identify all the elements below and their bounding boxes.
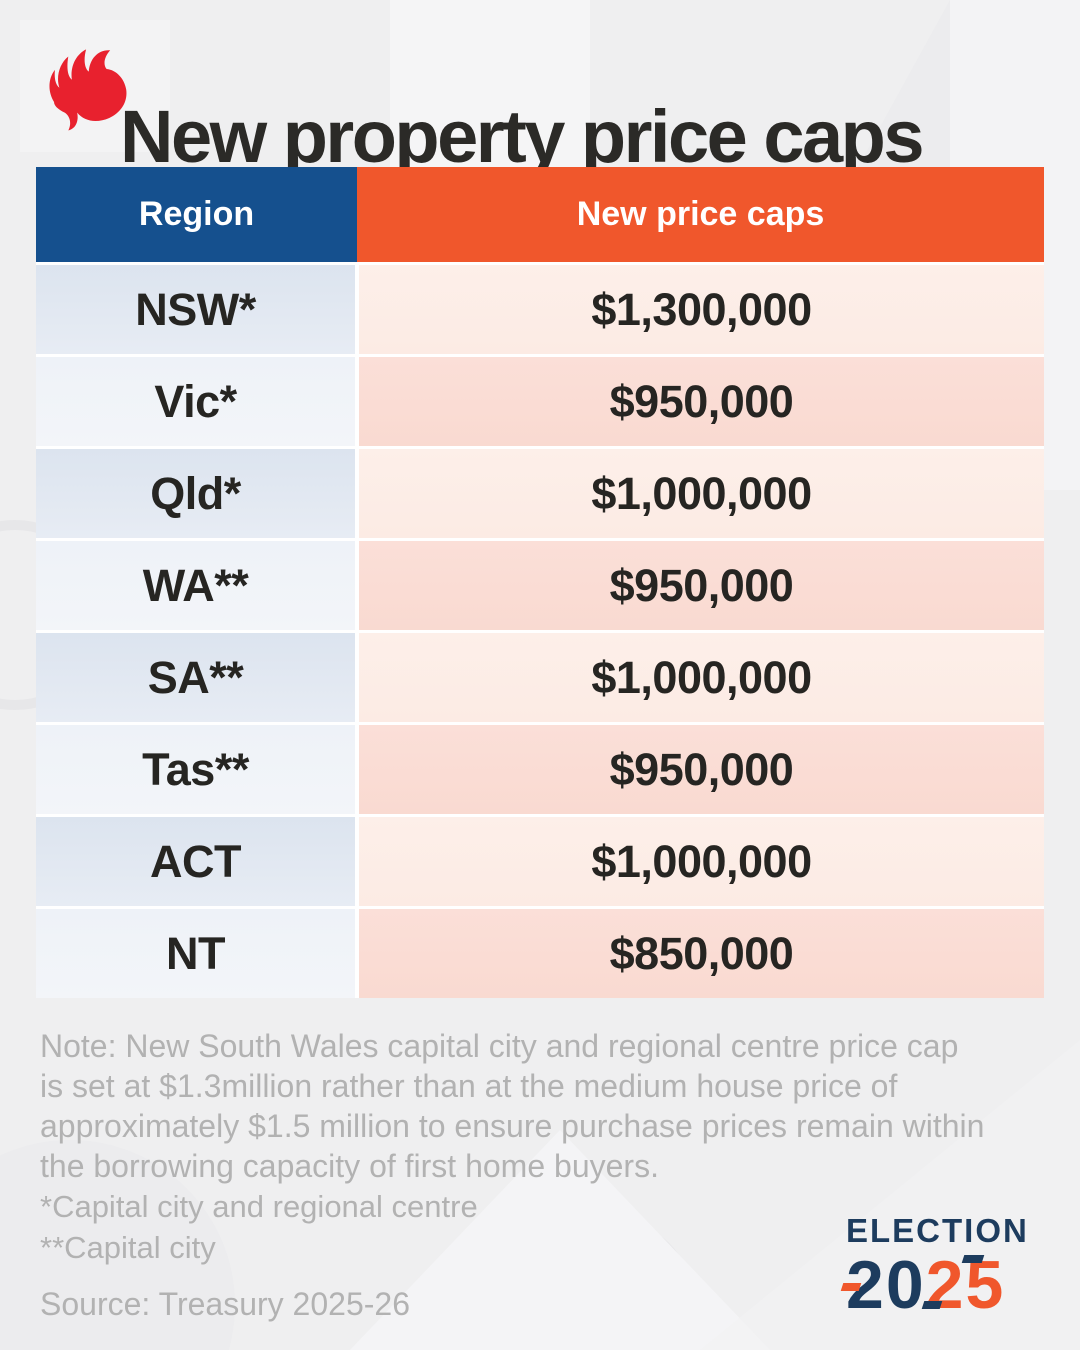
- note-text: is set at $1.3million rather than at the…: [40, 1068, 898, 1104]
- price-cell: $1,300,000: [359, 265, 1044, 354]
- region-cell: Vic*: [36, 357, 355, 446]
- digit-accent: [840, 1282, 862, 1291]
- source-attribution: Source: Treasury 2025-26: [40, 1286, 410, 1322]
- region-cell: SA**: [36, 633, 355, 722]
- table-row: WA** $950,000: [36, 541, 1044, 630]
- election-logo-year: 2 0 2 5: [840, 1247, 1046, 1323]
- region-cell: WA**: [36, 541, 355, 630]
- footnote-capital-city-regional: *Capital city and regional centre: [40, 1189, 478, 1224]
- price-cell: $1,000,000: [359, 817, 1044, 906]
- election-digit: 2: [921, 1250, 963, 1320]
- table-row: ACT $1,000,000: [36, 817, 1044, 906]
- region-cell: NT: [36, 909, 355, 998]
- note-text: Note: New South Wales capital city and r…: [40, 1028, 959, 1064]
- region-cell: NSW*: [36, 265, 355, 354]
- table-row: NT $850,000: [36, 909, 1044, 998]
- table-header-row: Region New price caps: [36, 167, 1044, 262]
- table-row: NSW* $1,300,000: [36, 265, 1044, 354]
- footnotes-block: Note: New South Wales capital city and r…: [40, 1026, 1050, 1324]
- table-row: Vic* $950,000: [36, 357, 1044, 446]
- price-cell: $950,000: [359, 541, 1044, 630]
- page-title: New property price caps: [120, 95, 925, 179]
- price-caps-table: Region New price caps NSW* $1,300,000 Vi…: [36, 167, 1044, 998]
- column-header-price: New price caps: [357, 167, 1044, 262]
- table-row: Qld* $1,000,000: [36, 449, 1044, 538]
- price-cell: $1,000,000: [359, 633, 1044, 722]
- digit-accent: [921, 1300, 942, 1309]
- price-cell: $850,000: [359, 909, 1044, 998]
- election-digit: 0: [885, 1247, 924, 1323]
- note-text: the borrowing capacity of first home buy…: [40, 1148, 659, 1184]
- table-row: SA** $1,000,000: [36, 633, 1044, 722]
- price-cell: $950,000: [359, 357, 1044, 446]
- election-digit: 2: [840, 1250, 884, 1320]
- table-body: NSW* $1,300,000 Vic* $950,000 Qld* $1,00…: [36, 265, 1044, 998]
- footnote-capital-city: **Capital city: [40, 1230, 216, 1265]
- note-text: approximately $1.5 million to ensure pur…: [40, 1108, 985, 1144]
- table-row: Tas** $950,000: [36, 725, 1044, 814]
- election-digit: 5: [962, 1250, 1003, 1320]
- digit-accent: [962, 1254, 985, 1263]
- region-cell: ACT: [36, 817, 355, 906]
- region-cell: Qld*: [36, 449, 355, 538]
- sbs-logo-icon: [49, 49, 127, 131]
- election-logo-word: ELECTION: [846, 1212, 1029, 1249]
- election-2025-logo: ELECTION 2 0 2 5: [840, 1212, 1046, 1323]
- price-cell: $950,000: [359, 725, 1044, 814]
- region-cell: Tas**: [36, 725, 355, 814]
- column-header-region: Region: [36, 167, 357, 262]
- price-cell: $1,000,000: [359, 449, 1044, 538]
